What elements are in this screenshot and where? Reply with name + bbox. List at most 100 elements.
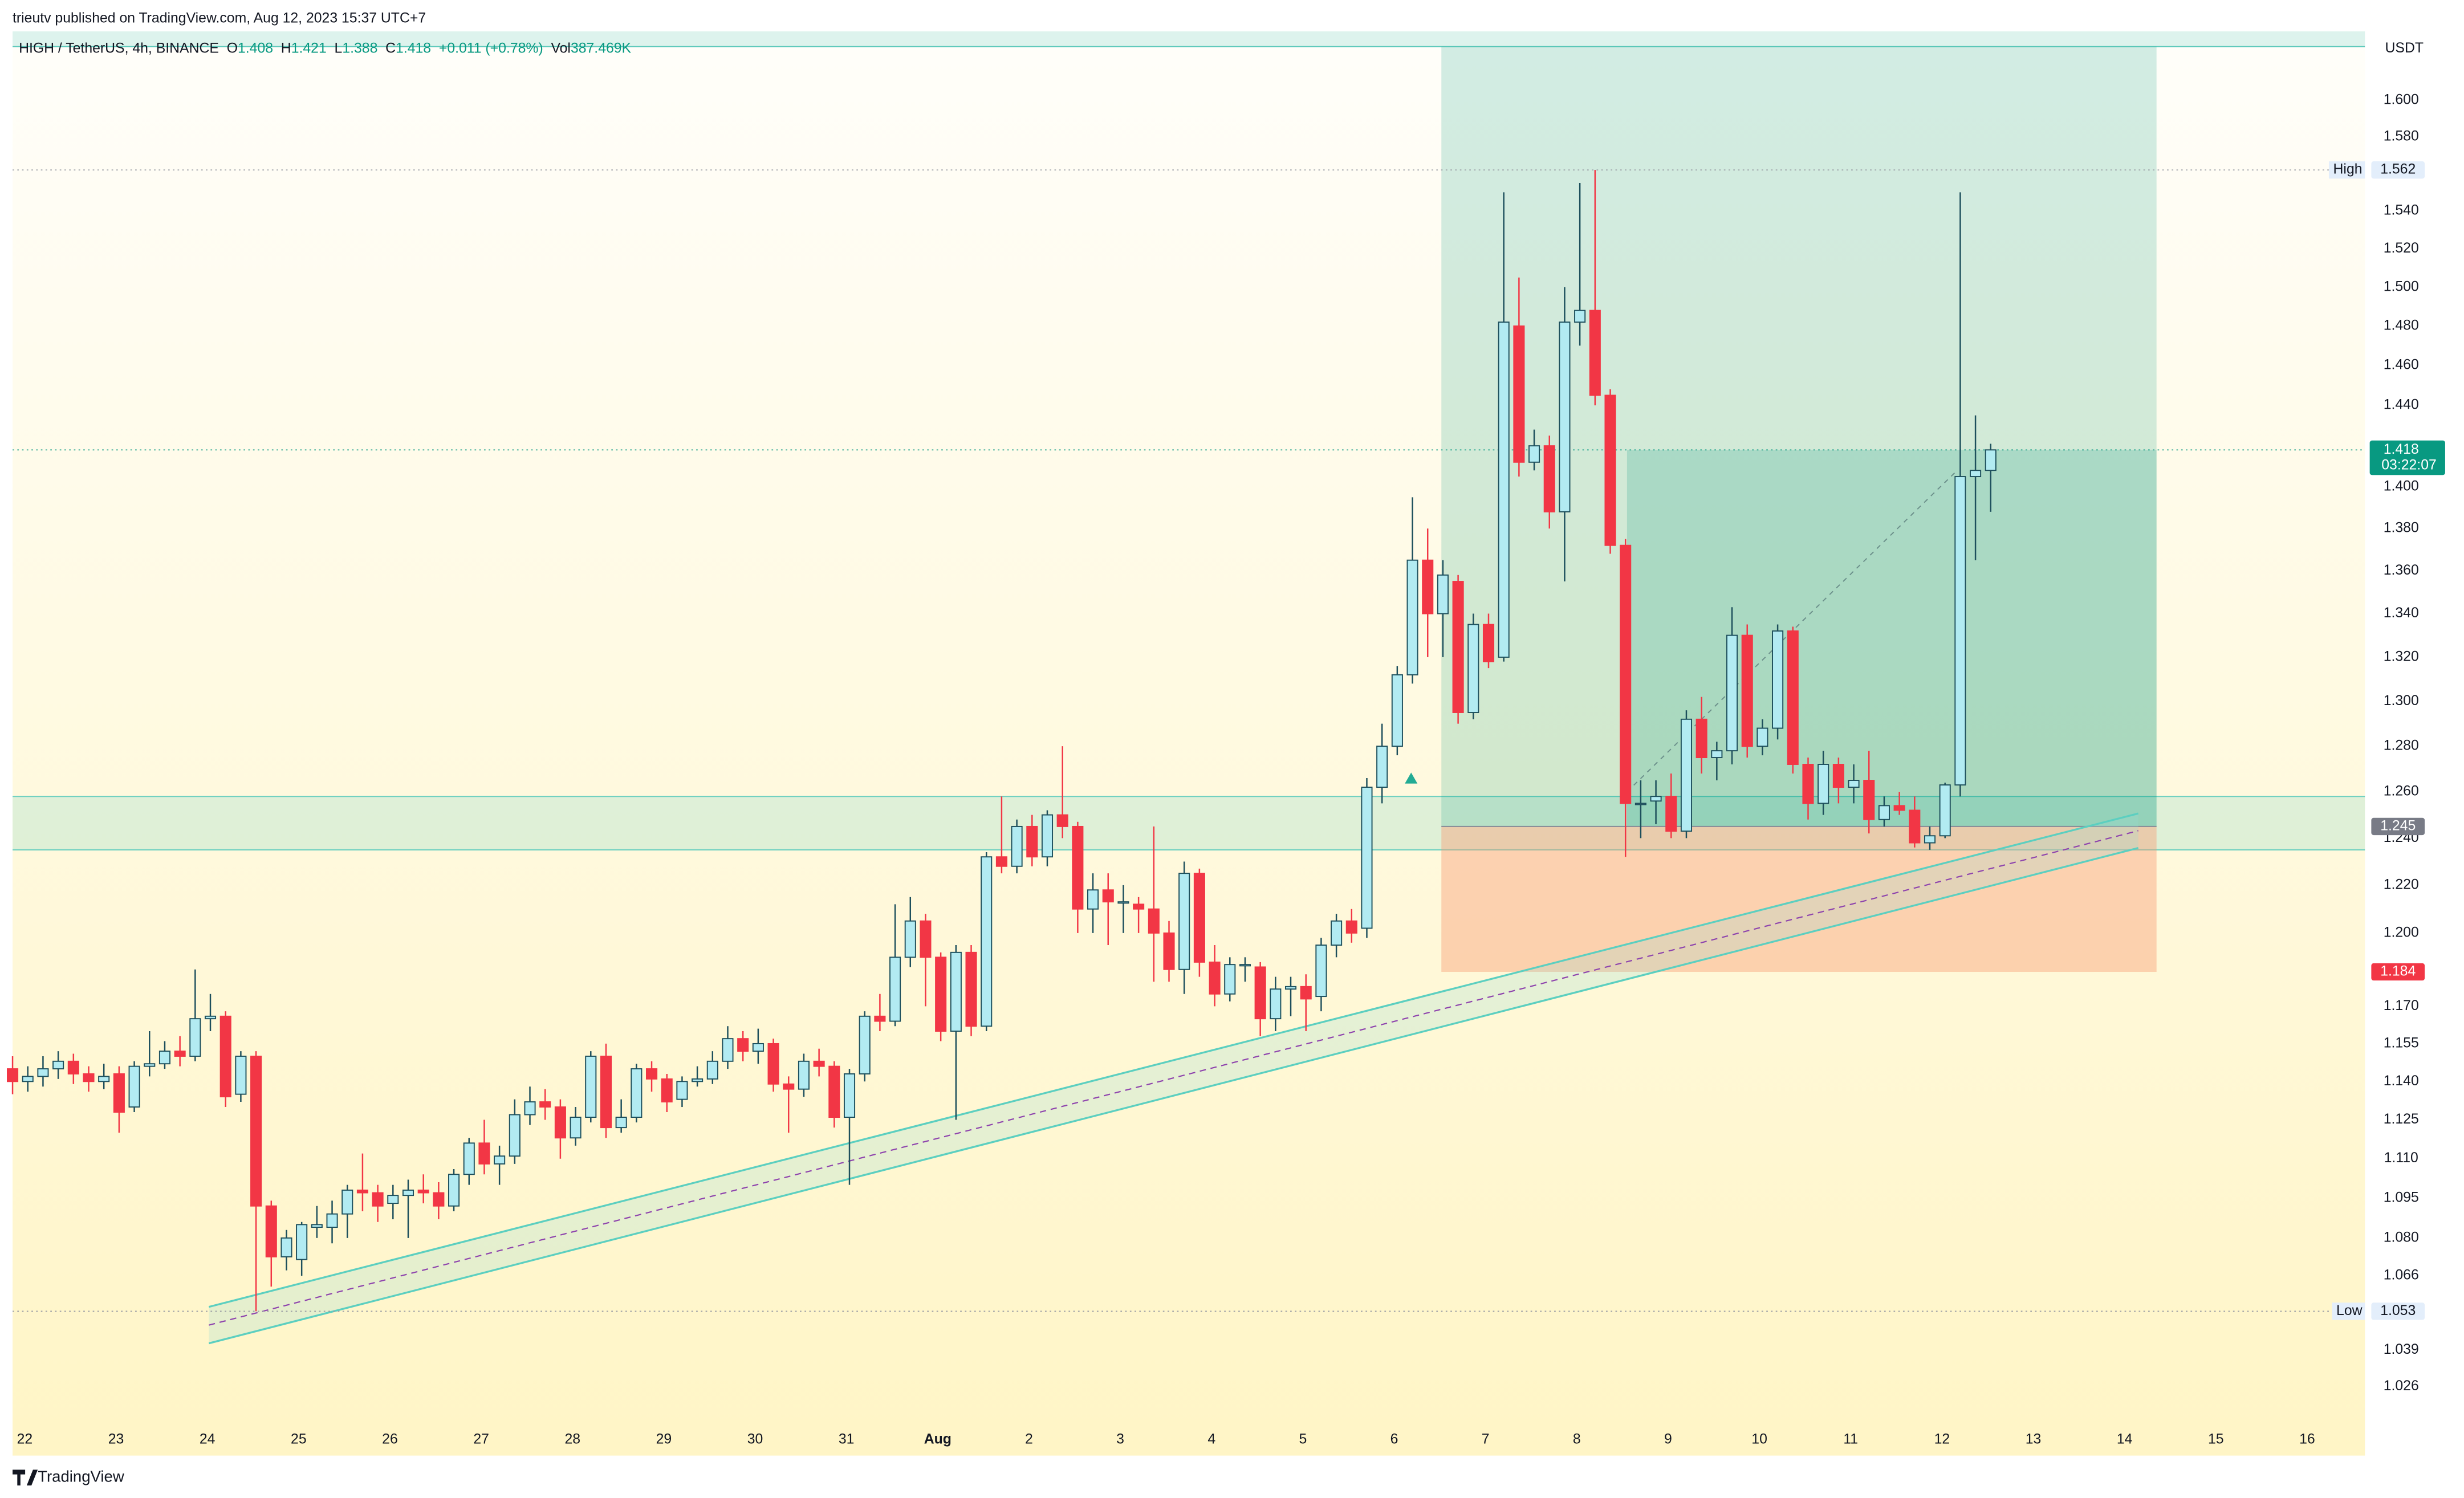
y-tick-label: 1.320 (2384, 649, 2419, 664)
candle-body (1985, 449, 1997, 471)
legend-ohlc-label: O (227, 40, 238, 56)
high-tag-box (2328, 161, 2365, 179)
y-tick-label: 1.200 (2384, 925, 2419, 940)
brand: TradingView (38, 1467, 124, 1485)
y-tick-label: 1.140 (2384, 1073, 2419, 1089)
signal-marker (1405, 772, 1418, 784)
last-price-box (2369, 440, 2445, 475)
candle-body (174, 1051, 186, 1057)
legend-ohlc-value: 1.421 (291, 40, 327, 56)
price-axis-background (2365, 31, 2464, 1456)
zone (13, 796, 2365, 850)
candle-body (1437, 574, 1449, 614)
candle-body (981, 856, 993, 1027)
y-tick-label: 1.300 (2384, 693, 2419, 709)
candle-body (904, 920, 916, 958)
candle-body (935, 956, 947, 1032)
legend-change: +0.011 (+0.78%) (439, 40, 543, 56)
y-tick-label: 1.440 (2384, 397, 2419, 413)
candle-body (920, 920, 932, 958)
candle-body (1148, 908, 1160, 934)
candle-body (204, 1015, 217, 1020)
candle-body (1117, 901, 1129, 904)
candle-body (250, 1055, 262, 1207)
candle-body (478, 1142, 490, 1165)
candle-body (1452, 581, 1464, 713)
candle-body (995, 856, 1007, 867)
candle-body (1391, 674, 1403, 747)
candle-body (843, 1073, 856, 1118)
candle-body (158, 1051, 170, 1065)
y-tick-label: 1.220 (2384, 877, 2419, 892)
drawings (13, 31, 2365, 1345)
candle-body (1756, 727, 1768, 747)
candle-body (509, 1114, 521, 1157)
x-tick-label: 25 (291, 1432, 307, 1447)
candle-body (661, 1078, 673, 1103)
channel-line (208, 812, 2139, 1308)
candle-body (83, 1073, 95, 1082)
candle-body (1695, 718, 1707, 758)
candle-body (1331, 920, 1343, 946)
candle-body (767, 1043, 779, 1085)
candle-body (448, 1174, 460, 1207)
legend-symbol: HIGH / TetherUS, 4h, BINANCE (19, 40, 219, 56)
candle-body (1711, 750, 1723, 758)
candle-body (1634, 803, 1646, 805)
candle-body (965, 951, 977, 1027)
candle-body (37, 1068, 49, 1077)
candle-body (1087, 889, 1099, 910)
candle-body (1513, 325, 1525, 463)
candle-body (1102, 889, 1114, 903)
y-tick-label: 1.600 (2384, 92, 2419, 108)
x-tick-label: 12 (1934, 1432, 1950, 1447)
y-tick-label: 1.460 (2384, 357, 2419, 373)
candle-body (311, 1224, 323, 1228)
y-tick-label: 1.480 (2384, 318, 2419, 333)
candle-body (1193, 873, 1205, 963)
y-tick-label: 1.520 (2384, 241, 2419, 256)
candle-body (1939, 784, 1951, 837)
legend-ohlc-label: C (385, 40, 396, 56)
x-tick-label: 7 (1482, 1432, 1490, 1447)
low-tag-box (2332, 1302, 2365, 1320)
candle-body (1954, 476, 1966, 786)
y-tick-label: 1.340 (2384, 605, 2419, 621)
candle-body (1528, 445, 1540, 463)
candle-body (1056, 814, 1068, 827)
candle-body (874, 1015, 886, 1022)
candle-body (1559, 321, 1571, 512)
candle-body (1832, 764, 1844, 788)
axes: 1.026 1.039 1.066 1.080 1.095 1.110 1.125 1.140… (17, 40, 2445, 1447)
candle-body (524, 1101, 536, 1116)
candle-body (706, 1060, 718, 1080)
candle-body (859, 1015, 871, 1074)
plot-background (13, 31, 2365, 1456)
legend-ohlc-label: L (335, 40, 343, 56)
y-tick-label: 1.540 (2384, 203, 2419, 218)
candle-body (113, 1073, 125, 1113)
candle-body (1589, 310, 1601, 396)
x-tick-label: 24 (200, 1432, 216, 1447)
y-tick-label: 1.039 (2384, 1342, 2419, 1357)
candle-body (1467, 624, 1479, 713)
candle-body (1863, 780, 1875, 820)
y-tick-label: 1.080 (2384, 1230, 2419, 1245)
candle-body (1924, 835, 1936, 844)
candle-body (1878, 805, 1890, 820)
candle-body (615, 1117, 627, 1129)
x-tick-label: 26 (382, 1432, 398, 1447)
high-price-label-box (2371, 161, 2425, 179)
candle-body (1422, 559, 1434, 614)
candle-body (570, 1117, 582, 1139)
candle-body (296, 1224, 308, 1260)
candle-body (889, 956, 901, 1022)
y-tick-label: 1.400 (2384, 479, 2419, 494)
candle-body (1909, 809, 1921, 844)
candle-body (554, 1106, 566, 1139)
candle-body (1817, 764, 1829, 804)
candle-body (1787, 630, 1799, 765)
high-price-label: 1.562 (2380, 162, 2416, 177)
